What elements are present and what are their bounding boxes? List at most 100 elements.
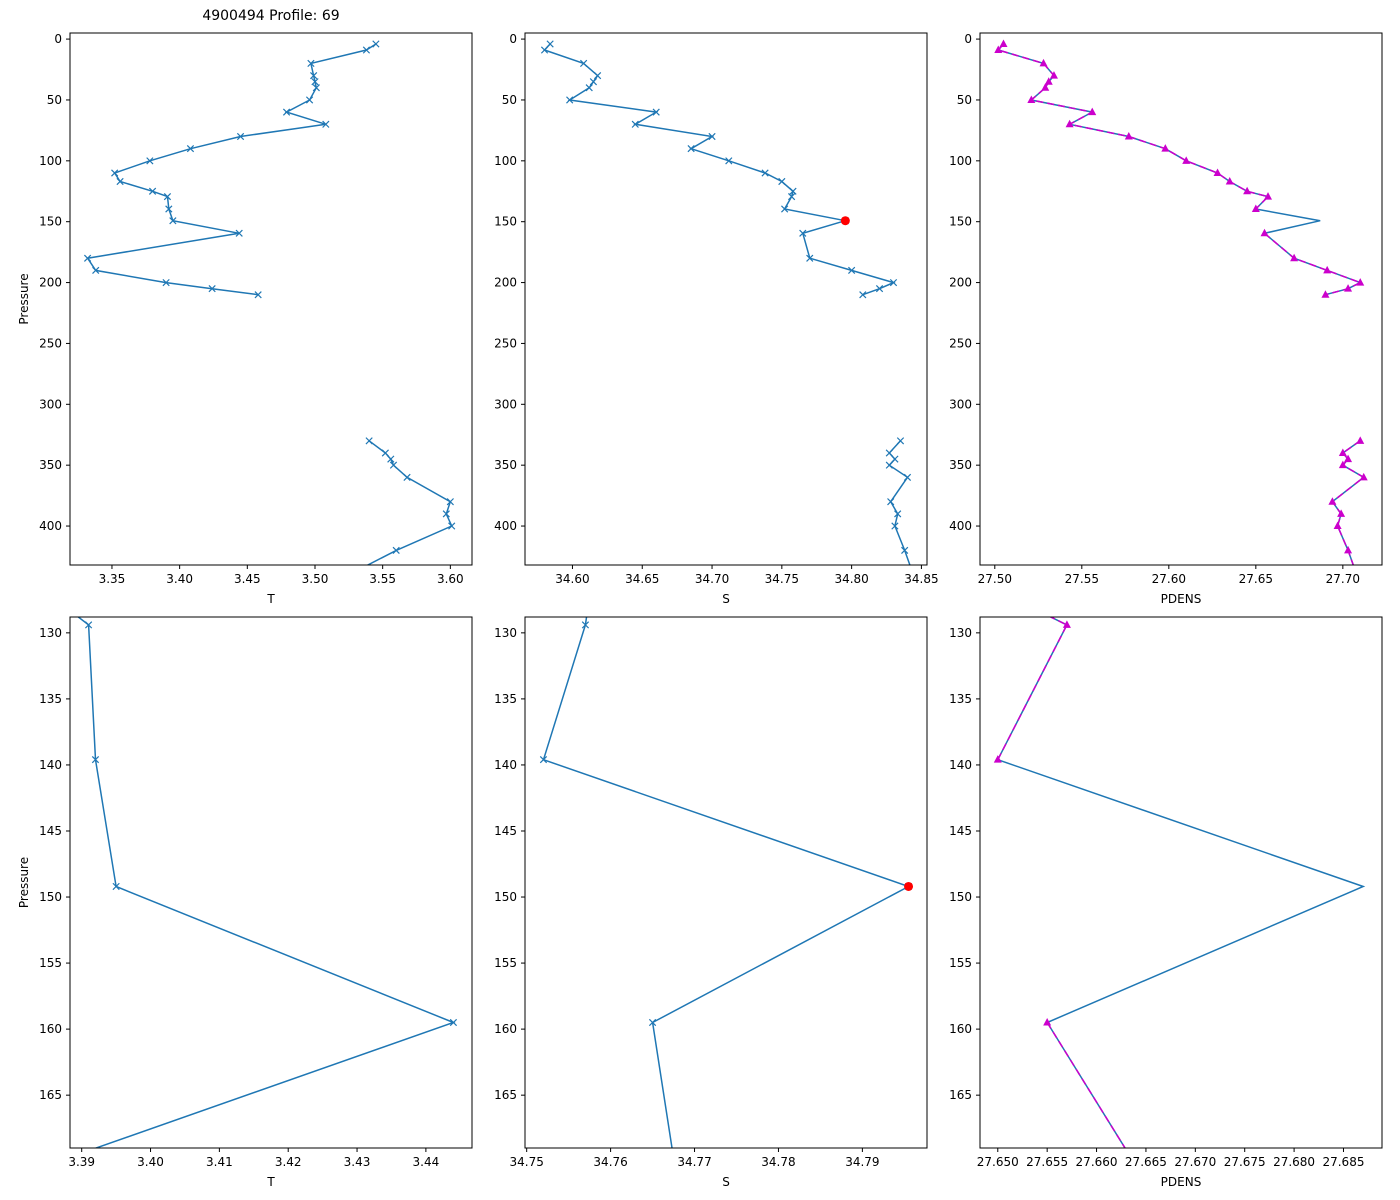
x-marker-icon [365, 437, 373, 445]
x-marker-icon [392, 546, 400, 555]
x-tick-label: 3.39 [68, 1155, 95, 1169]
x-marker-icon [875, 285, 884, 293]
x-marker-icon [10, 564, 16, 570]
x-marker-icon [566, 96, 574, 104]
x-marker-icon [539, 756, 548, 764]
triangle-marker-icon [1251, 204, 1260, 213]
y-tick-label: 140 [949, 758, 972, 772]
y-tick-label: 50 [957, 93, 972, 107]
x-marker-icon [448, 522, 456, 530]
y-tick-label: 250 [494, 336, 517, 350]
x-marker-icon [799, 229, 807, 237]
y-tick-label: 165 [949, 1088, 972, 1102]
y-tick-label: 155 [39, 956, 62, 970]
x-tick-label: 3.45 [234, 572, 261, 586]
x-marker-icon [236, 132, 245, 141]
x-axis-label: PDENS [1161, 592, 1202, 606]
x-marker-icon [652, 108, 660, 116]
axes-background [980, 617, 1382, 1148]
x-marker-icon [165, 205, 173, 213]
y-tick-label: 100 [494, 154, 517, 168]
x-marker-icon [787, 192, 796, 201]
y-tick-label: 165 [494, 1088, 517, 1102]
x-tick-label: 3.43 [344, 1155, 371, 1169]
x-marker-icon [789, 187, 797, 195]
triangle-marker-icon [1039, 58, 1048, 67]
axes-background [980, 33, 1382, 565]
y-tick-label: 135 [494, 692, 517, 706]
x-tick-label: 3.44 [413, 1155, 440, 1169]
x-marker-icon [648, 1018, 657, 1027]
triangle-marker-icon [1041, 83, 1050, 91]
triangle-marker-icon [1225, 177, 1234, 185]
x-tick-label: 34.85 [904, 572, 938, 586]
triangle-marker-icon [999, 39, 1008, 47]
chart-s-zoom: 34.75 34.76 34.77 34.78 34.79 130 135 140 145 150… [494, 616, 928, 1189]
x-marker-icon [381, 449, 389, 457]
x-tick-label: 3.41 [206, 1155, 233, 1169]
x-axis-label: T [266, 1175, 275, 1189]
x-tick-label: 34.75 [765, 572, 799, 586]
y-tick-label: 350 [949, 458, 972, 472]
x-tick-label: 27.50 [978, 572, 1012, 586]
x-tick-label: 27.65 [1239, 572, 1273, 586]
y-tick-label: 150 [39, 890, 62, 904]
x-tick-label: 3.55 [369, 572, 396, 586]
x-axis-label: PDENS [1161, 1175, 1202, 1189]
x-marker-icon [896, 437, 905, 445]
chart-title: 4900494 Profile: 69 [202, 8, 340, 24]
triangle-marker-icon [1065, 119, 1074, 128]
x-tick-label: 34.76 [593, 1155, 627, 1169]
y-tick-label: 150 [39, 215, 62, 229]
x-marker-icon [581, 621, 590, 629]
triangle-marker-icon [1088, 107, 1097, 116]
axes-background [70, 33, 472, 565]
y-tick-label: 160 [949, 1022, 972, 1036]
y-tick-label: 300 [39, 397, 62, 411]
x-marker-icon [186, 145, 195, 153]
triangle-marker-icon [1328, 497, 1337, 505]
triangle-marker-icon [1321, 290, 1330, 298]
x-axis-label: S [722, 592, 730, 606]
x-marker-icon [0, 233, 2, 239]
y-tick-label: 130 [494, 626, 517, 640]
flagged-point [904, 881, 914, 891]
x-marker-icon [162, 278, 170, 287]
triangle-marker-icon [1323, 265, 1332, 274]
x-marker-icon [761, 169, 769, 177]
triangle-marker-icon [1290, 253, 1299, 262]
y-tick-label: 0 [54, 32, 62, 46]
x-marker-icon [91, 756, 100, 764]
series-group [83, 40, 456, 566]
y-tick-label: 150 [494, 215, 517, 229]
x-marker-icon [83, 254, 92, 262]
y-tick-label: 165 [39, 1088, 62, 1102]
x-marker-icon [585, 84, 593, 92]
triangle-marker-icon [1213, 168, 1222, 176]
x-marker-icon [312, 84, 320, 92]
x-tick-label: 27.660 [1076, 1155, 1118, 1169]
y-axis-label: Pressure [17, 857, 31, 908]
x-marker-icon [112, 882, 120, 891]
triangle-marker-icon [1356, 436, 1365, 444]
x-tick-label: 34.78 [761, 1155, 795, 1169]
y-tick-label: 145 [39, 824, 62, 838]
x-tick-label: 27.60 [1152, 572, 1186, 586]
chart-pdens-full: 27.50 27.55 27.60 27.65 27.70 0 50 100 150 200 250… [949, 32, 1383, 606]
y-tick-label: 200 [39, 276, 62, 290]
y-tick-label: 200 [494, 276, 517, 290]
y-tick-label: 0 [509, 32, 517, 46]
x-tick-label: 34.75 [509, 1155, 543, 1169]
axes-background [70, 617, 472, 1148]
y-tick-label: 350 [39, 458, 62, 472]
x-axis-label: S [722, 1175, 730, 1189]
x-marker-icon [282, 108, 291, 116]
x-tick-label: 3.40 [137, 1155, 164, 1169]
y-tick-label: 135 [949, 692, 972, 706]
x-tick-label: 27.665 [1125, 1155, 1167, 1169]
y-tick-label: 100 [949, 154, 972, 168]
x-tick-label: 3.42 [275, 1155, 302, 1169]
